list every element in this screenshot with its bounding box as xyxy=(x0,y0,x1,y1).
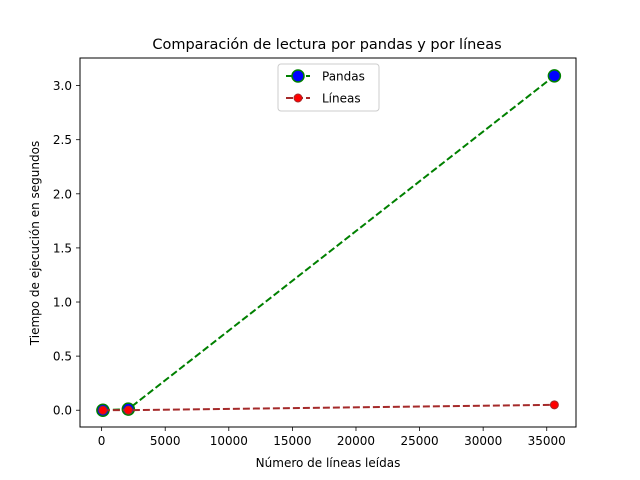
y-tick-label: 0.0 xyxy=(53,404,72,418)
data-point-pandas xyxy=(547,69,562,83)
data-point-lineas xyxy=(123,405,133,415)
y-tick-label: 1.0 xyxy=(53,296,72,310)
legend-label-lineas: Líneas xyxy=(322,92,361,106)
x-axis-label: Número de líneas leídas xyxy=(256,456,401,470)
legend-label-pandas: Pandas xyxy=(322,70,365,84)
chart-title: Comparación de lectura por pandas y por … xyxy=(152,37,501,53)
data-point-lineas xyxy=(98,405,108,415)
data-point-lineas xyxy=(549,400,559,410)
x-tick-label: 20000 xyxy=(337,434,375,448)
y-axis: 0.0 0.5 1.0 1.5 2.0 2.5 3.0 xyxy=(53,79,80,418)
y-tick-label: 2.5 xyxy=(53,133,72,147)
x-tick-label: 35000 xyxy=(528,434,566,448)
plot-area xyxy=(96,69,562,417)
x-tick-label: 30000 xyxy=(464,434,502,448)
x-tick-label: 0 xyxy=(98,434,106,448)
series-line-pandas xyxy=(102,75,555,412)
y-tick-label: 3.0 xyxy=(53,79,72,93)
x-tick-label: 10000 xyxy=(210,434,248,448)
y-tick-label: 1.5 xyxy=(53,241,72,255)
plot-frame xyxy=(79,57,577,428)
x-axis: 0 5000 10000 15000 20000 25000 30000 35000 xyxy=(98,427,566,448)
series-line-lineas xyxy=(102,403,555,412)
x-tick-label: 5000 xyxy=(150,434,181,448)
legend-marker-pandas xyxy=(291,69,305,83)
legend-marker-lineas xyxy=(293,93,303,103)
y-tick-label: 0.5 xyxy=(53,350,72,364)
legend: Pandas Líneas xyxy=(277,63,380,112)
y-tick-label: 2.0 xyxy=(53,187,72,201)
x-tick-label: 15000 xyxy=(273,434,311,448)
y-axis-label: Tiempo de ejecución en segundos xyxy=(28,141,42,346)
x-tick-label: 25000 xyxy=(400,434,438,448)
